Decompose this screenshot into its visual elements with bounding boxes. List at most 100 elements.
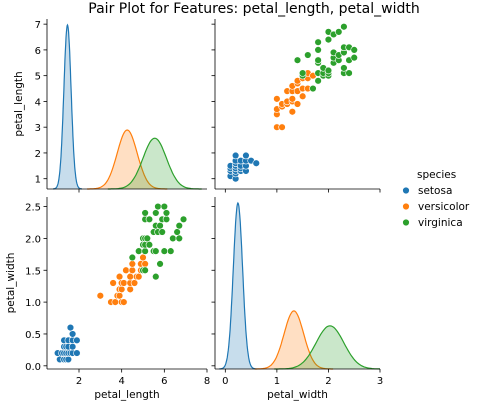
legend-marker-setosa bbox=[402, 186, 410, 195]
bottom-left-point-virginica bbox=[152, 209, 160, 217]
bottom-left-point-setosa bbox=[68, 330, 77, 338]
legend-marker-versicolor bbox=[402, 202, 410, 211]
legend-label-virginica: virginica bbox=[418, 217, 463, 229]
top-right-point-virginica bbox=[335, 28, 343, 36]
bottom-right-kde-fill-virginica bbox=[274, 325, 380, 369]
top-right-point-virginica bbox=[304, 51, 312, 59]
top-right-point-versicolor bbox=[278, 123, 286, 131]
bottom-left-ytick-label: 0.5 bbox=[25, 330, 41, 341]
bottom-left-ylabel: petal_width bbox=[5, 253, 17, 314]
top-left-ytick-label: 2 bbox=[35, 149, 41, 160]
bottom-left-point-virginica bbox=[152, 247, 160, 255]
top-right-point-versicolor bbox=[293, 100, 302, 108]
top-right-point-versicolor bbox=[288, 108, 297, 116]
bottom-left-point-versicolor bbox=[109, 279, 117, 287]
bottom-right-kde-line-virginica bbox=[274, 325, 380, 370]
bottom-right-kde-fill-versicolor bbox=[254, 310, 334, 369]
bottom-left-point-versicolor bbox=[122, 266, 130, 274]
bottom-left-point-virginica bbox=[145, 215, 154, 223]
top-right-point-virginica bbox=[340, 64, 348, 72]
bottom-left-point-virginica bbox=[160, 202, 169, 211]
bottom-right-kde-line-setosa bbox=[219, 201, 257, 370]
bottom-left-ytick-label: 1.5 bbox=[25, 266, 41, 277]
bottom-left-xtick-label: 2 bbox=[76, 376, 82, 387]
bottom-left-point-virginica bbox=[160, 247, 169, 255]
legend-marker-virginica bbox=[402, 218, 410, 227]
top-right-point-virginica bbox=[314, 77, 322, 85]
bottom-left-point-setosa bbox=[68, 343, 77, 351]
top-right-point-virginica bbox=[314, 38, 322, 46]
bottom-right-xtick-label: 0 bbox=[222, 376, 228, 387]
bottom-left-ytick-label: 2.0 bbox=[25, 234, 41, 245]
top-left-ytick-label: 5 bbox=[35, 72, 41, 83]
bottom-left-point-setosa bbox=[73, 336, 81, 345]
bottom-left-xtick-label: 8 bbox=[204, 376, 210, 387]
bottom-left-point-virginica bbox=[154, 202, 162, 211]
bottom-left-point-virginica bbox=[141, 209, 149, 217]
top-right-point-virginica bbox=[314, 56, 322, 64]
top-left-ytick-label: 3 bbox=[35, 123, 41, 134]
bottom-left-xtick-label: 6 bbox=[161, 376, 167, 387]
bottom-left-point-virginica bbox=[128, 253, 137, 262]
bottom-left-ytick-label: 2.5 bbox=[25, 203, 41, 214]
bottom-left-point-versicolor bbox=[111, 298, 119, 306]
bottom-left-point-setosa bbox=[64, 355, 73, 364]
bottom-left-ytick-label: 1.0 bbox=[25, 298, 41, 309]
bottom-right-xtick-label: 1 bbox=[274, 376, 280, 387]
bottom-left-xtick-label: 4 bbox=[118, 376, 124, 387]
bottom-left-point-virginica bbox=[143, 234, 151, 243]
top-left-kde-line-versicolor bbox=[87, 129, 168, 190]
top-right-point-setosa bbox=[252, 159, 260, 167]
top-left-ytick-label: 4 bbox=[35, 97, 41, 108]
bottom-left-point-versicolor bbox=[126, 272, 134, 281]
bottom-left-point-virginica bbox=[156, 260, 164, 268]
bottom-left-point-virginica bbox=[141, 266, 149, 274]
top-right-point-virginica bbox=[345, 69, 353, 77]
bottom-left-point-versicolor bbox=[130, 279, 139, 287]
bottom-left-point-versicolor bbox=[117, 285, 126, 294]
bottom-right-xlabel: petal_width bbox=[267, 389, 328, 401]
bottom-left-point-versicolor bbox=[128, 260, 137, 268]
top-right-point-setosa bbox=[242, 151, 250, 160]
bottom-left-point-virginica bbox=[162, 209, 171, 217]
bottom-left-point-versicolor bbox=[135, 272, 143, 281]
bottom-left-point-versicolor bbox=[141, 260, 149, 268]
bottom-left-point-setosa bbox=[66, 323, 75, 332]
legend-label-versicolor: versicolor bbox=[418, 201, 470, 213]
legend: species setosa versicolor virginica bbox=[402, 169, 470, 229]
bottom-left-point-virginica bbox=[167, 247, 175, 255]
legend-label-setosa: setosa bbox=[418, 185, 452, 197]
figure-title: Pair Plot for Features: petal_length, pe… bbox=[88, 1, 419, 17]
top-right-point-virginica bbox=[324, 35, 333, 44]
legend-title: species bbox=[417, 169, 456, 181]
top-right-point-virginica bbox=[293, 56, 302, 64]
bottom-right-kde-line-versicolor bbox=[254, 310, 334, 370]
top-right-point-versicolor bbox=[298, 92, 307, 100]
bottom-left-point-virginica bbox=[179, 215, 188, 223]
top-right-point-virginica bbox=[314, 46, 322, 54]
bottom-left-point-virginica bbox=[135, 247, 143, 255]
top-left-ylabel: petal_length bbox=[13, 71, 25, 136]
top-left-kde-fill-versicolor bbox=[87, 130, 168, 189]
top-right-point-versicolor bbox=[288, 95, 297, 103]
bottom-left-point-virginica bbox=[156, 221, 164, 230]
bottom-left-ytick-label: 0.0 bbox=[25, 362, 41, 373]
bottom-left-point-virginica bbox=[145, 241, 154, 249]
top-left-ytick-label: 1 bbox=[35, 175, 41, 186]
bottom-left-point-virginica bbox=[169, 234, 177, 243]
bottom-left-point-setosa bbox=[73, 349, 81, 357]
bottom-right-xtick-label: 2 bbox=[325, 376, 331, 387]
top-right-point-virginica bbox=[350, 46, 358, 54]
bottom-left-point-versicolor bbox=[128, 266, 137, 274]
bottom-left-point-versicolor bbox=[120, 279, 128, 287]
bottom-right-xtick-label: 3 bbox=[377, 376, 383, 387]
top-right-point-virginica bbox=[340, 23, 348, 31]
bottom-left-point-versicolor bbox=[120, 298, 128, 306]
bottom-left-point-versicolor bbox=[139, 253, 147, 262]
top-left-kde-line-setosa bbox=[53, 23, 82, 190]
bottom-left-point-virginica bbox=[141, 247, 149, 255]
top-left-ytick-label: 6 bbox=[35, 46, 41, 57]
bottom-left-point-versicolor bbox=[126, 285, 134, 294]
top-right-point-setosa bbox=[231, 151, 240, 160]
